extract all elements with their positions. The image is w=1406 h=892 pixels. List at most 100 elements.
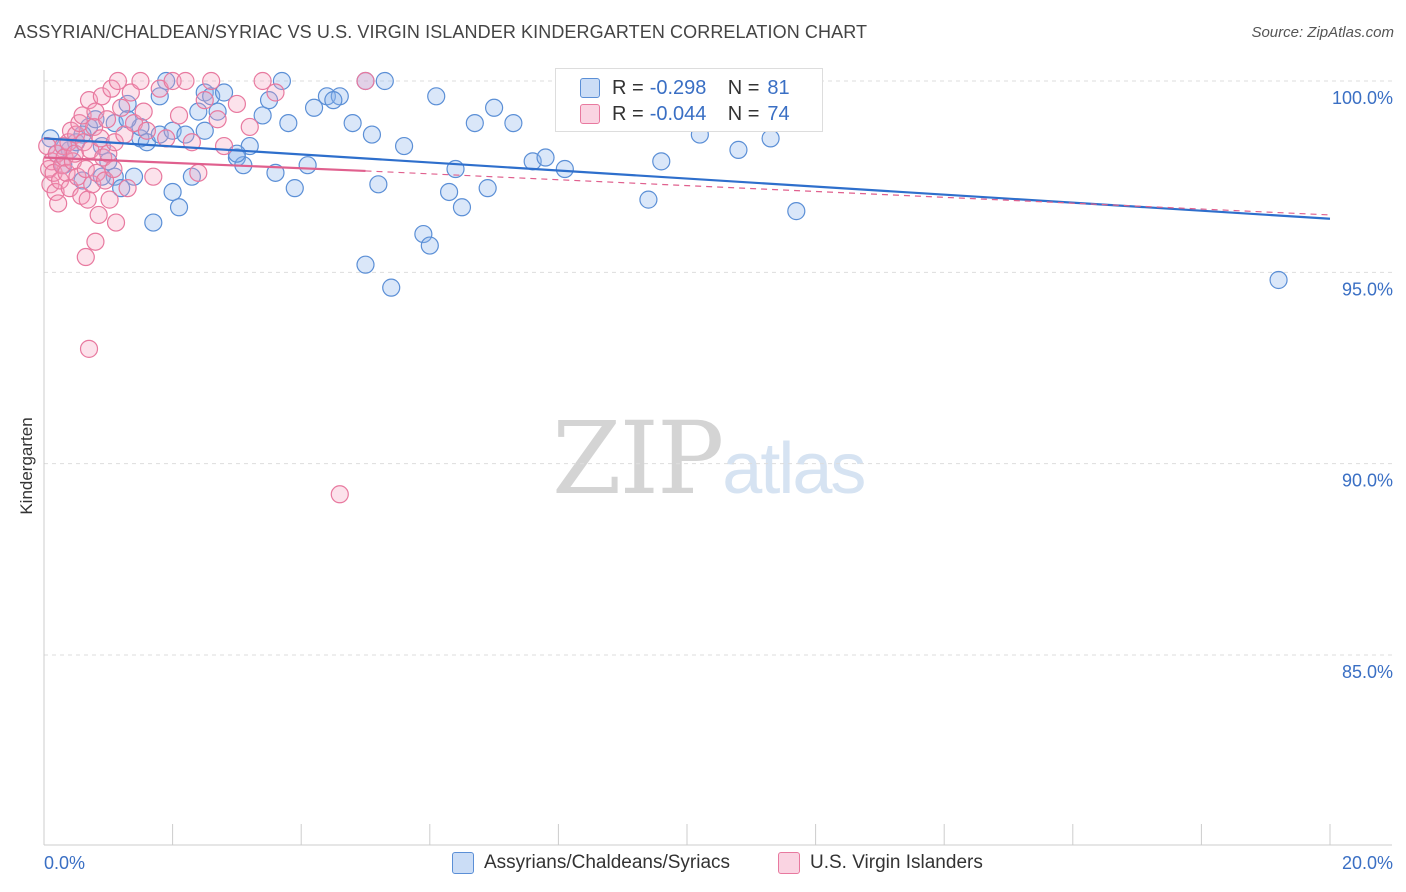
legend-swatch-blue <box>580 78 600 98</box>
virgin-islander-point <box>57 163 76 182</box>
virgin-islander-point <box>67 125 86 144</box>
virgin-islander-point <box>157 129 176 148</box>
bottom-legend-assyrians: Assyrians/Chaldeans/Syriacs <box>452 852 730 874</box>
virgin-islander-point <box>240 117 259 137</box>
virgin-islander-point <box>112 98 131 117</box>
assyrian-point <box>1269 270 1288 290</box>
virgin-islander-point <box>46 182 65 202</box>
legend-row-assyrians: R = -0.298 N = 81 <box>580 76 790 100</box>
legend-row-virgin-islanders: R = -0.044 N = 74 <box>580 102 790 126</box>
x-tick-label: 0.0% <box>44 853 85 873</box>
bottom-legend-swatch-pink <box>778 852 800 874</box>
y-tick-label: 85.0% <box>1342 662 1393 682</box>
assyrian-point <box>189 102 208 121</box>
assyrian-point <box>304 98 324 117</box>
assyrian-point <box>555 159 574 179</box>
virgin-islander-point <box>253 71 272 91</box>
assyrian-point <box>465 113 484 133</box>
assyrian-point <box>195 121 214 140</box>
assyrian-point <box>504 113 523 133</box>
assyrian-point <box>356 255 375 274</box>
chart-title: ASSYRIAN/CHALDEAN/SYRIAC VS U.S. VIRGIN … <box>14 22 868 42</box>
assyrian-point <box>375 71 394 91</box>
watermark-zip: ZIP <box>552 400 724 517</box>
virgin-islander-point <box>195 91 214 110</box>
correlation-legend: R = -0.298 N = 81 R = -0.044 N = 74 <box>555 68 823 132</box>
assyrian-point <box>787 202 806 221</box>
virgin-islander-point <box>118 179 137 198</box>
virgin-islander-trend-extension <box>365 170 1331 216</box>
assyrian-point <box>208 102 227 121</box>
virgin-islander-point <box>266 83 285 102</box>
virgin-islander-point <box>100 190 119 209</box>
assyrian-point <box>169 198 189 217</box>
assyrian-point <box>382 278 401 297</box>
assyrian-point <box>485 98 504 117</box>
y-tick-label: 90.0% <box>1342 471 1393 491</box>
virgin-islander-point <box>208 110 227 129</box>
y-tick-label: 95.0% <box>1342 279 1393 299</box>
virgin-islander-point <box>92 87 111 106</box>
assyrian-point <box>343 113 362 133</box>
legend-n-label: N = <box>727 102 760 125</box>
virgin-islander-point <box>78 190 97 209</box>
assyrian-point <box>420 236 439 255</box>
assyrian-point <box>163 182 182 202</box>
y-tick-label: 100.0% <box>1332 88 1393 108</box>
assyrian-point <box>536 148 555 167</box>
assyrian-point <box>279 113 298 133</box>
assyrian-point <box>253 106 272 125</box>
legend-n-value: 81 <box>767 76 790 99</box>
assyrian-point <box>362 125 382 144</box>
assyrian-point <box>298 156 317 175</box>
assyrian-point <box>452 198 472 217</box>
virgin-islander-point <box>49 194 68 213</box>
virgin-islander-point <box>214 136 234 156</box>
virgin-islander-point <box>137 121 156 140</box>
legend-n-label: N = <box>727 76 760 99</box>
x-tick-label: 20.0% <box>1342 853 1393 873</box>
assyrian-point <box>272 71 292 91</box>
assyrian-point <box>414 224 433 244</box>
assyrian-point <box>729 140 748 159</box>
virgin-islander-point <box>76 159 95 179</box>
assyrian-point <box>439 182 459 202</box>
assyrian-point <box>652 152 671 171</box>
assyrian-point <box>369 175 388 194</box>
assyrian-point <box>214 83 234 102</box>
assyrian-point <box>150 87 169 106</box>
assyrian-point <box>285 179 304 198</box>
watermark: ZIPatlas <box>552 400 866 517</box>
legend-swatch-pink <box>580 104 600 124</box>
virgin-islander-trend-line <box>43 156 366 173</box>
virgin-islander-point <box>97 110 117 129</box>
virgin-islander-point <box>189 163 208 182</box>
legend-r-value: -0.298 <box>649 76 707 99</box>
virgin-islander-point <box>108 71 128 91</box>
virgin-islander-point <box>330 485 349 504</box>
assyrian-point <box>112 179 131 198</box>
legend-r-value: -0.044 <box>649 102 707 125</box>
virgin-islander-point <box>227 94 246 114</box>
virgin-islander-point <box>144 167 163 186</box>
bottom-legend-label: Assyrians/Chaldeans/Syriacs <box>484 852 731 873</box>
virgin-islander-point <box>176 71 195 91</box>
virgin-islander-point <box>59 133 78 152</box>
legend-r-label: R = <box>612 76 644 99</box>
virgin-islander-point <box>163 71 182 91</box>
source-credit: Source: ZipAtlas.com <box>1251 24 1394 41</box>
watermark-atlas: atlas <box>722 429 866 509</box>
virgin-islander-point <box>131 71 150 91</box>
assyrian-point <box>144 213 163 232</box>
virgin-islander-point <box>104 159 123 179</box>
assyrian-point <box>124 167 144 186</box>
assyrian-point <box>427 87 446 106</box>
bottom-legend-swatch-blue <box>452 852 474 874</box>
virgin-islander-point <box>86 232 105 251</box>
virgin-islander-point <box>356 71 375 91</box>
assyrian-point <box>639 190 658 209</box>
virgin-islander-point <box>76 247 95 267</box>
virgin-islander-point <box>89 205 108 225</box>
legend-r-label: R = <box>612 102 644 125</box>
